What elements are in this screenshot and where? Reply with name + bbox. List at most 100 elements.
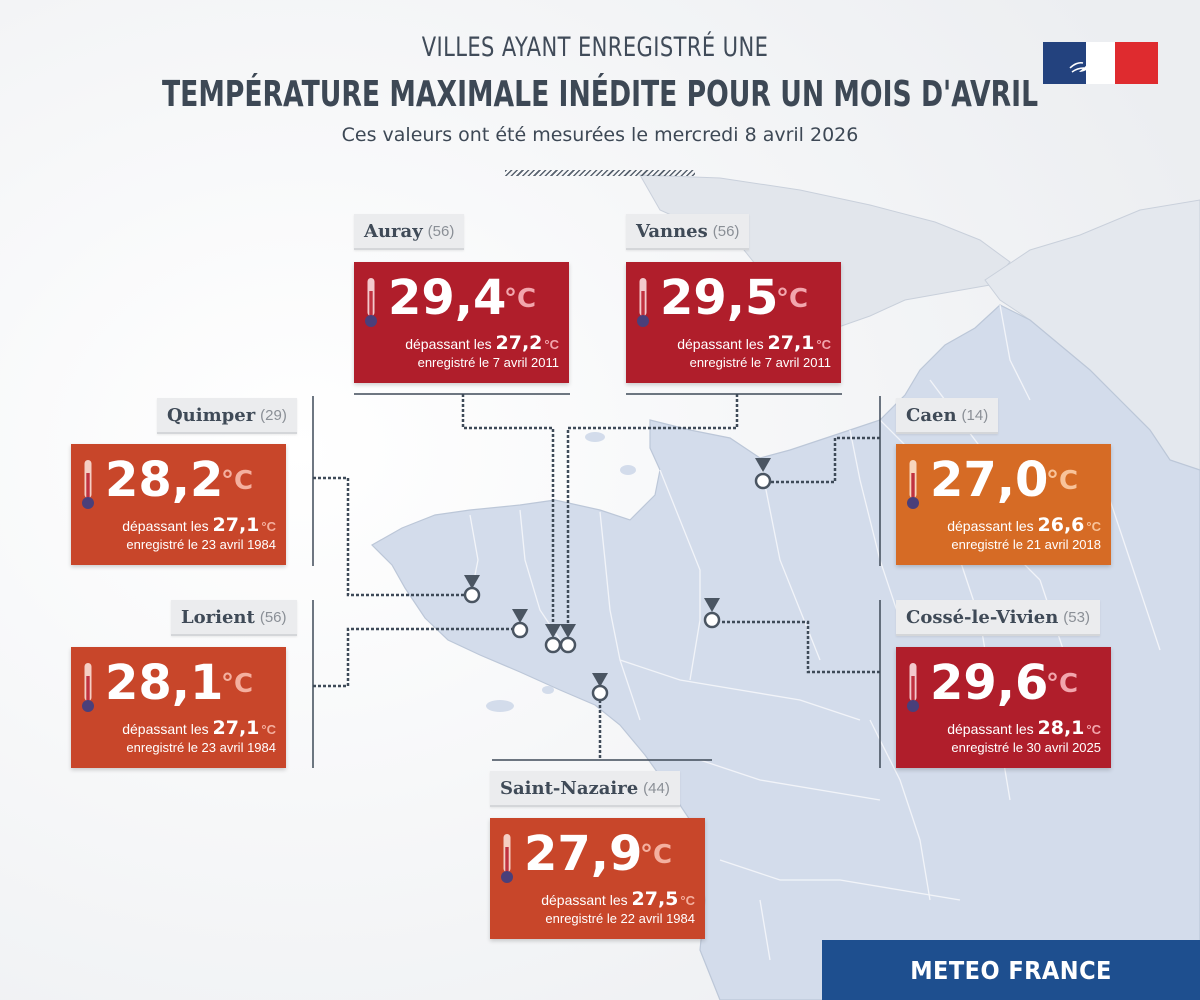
belle-ile	[486, 700, 514, 712]
previous-prefix: dépassant les	[405, 336, 492, 352]
quimper-connector	[313, 476, 464, 597]
city-dept: (56)	[259, 608, 287, 626]
previous-unit: °C	[816, 337, 831, 352]
city-name: Lorient	[181, 606, 255, 628]
thermometer-icon	[907, 663, 919, 712]
record-value: 28,1	[105, 655, 224, 711]
connector-lines	[313, 394, 880, 760]
previous-unit: °C	[544, 337, 559, 352]
previous-date: enregistré le 30 avril 2025	[951, 740, 1101, 755]
previous-value: 26,6	[1037, 514, 1085, 536]
record-card-quimper: 28,2 °C dépassant les 27,1 °C enregistré …	[71, 444, 286, 565]
lorient-connector	[313, 627, 515, 688]
city-dept: (14)	[961, 406, 989, 424]
title-divider	[505, 170, 695, 176]
record-card-cosse-le-vivien: 29,6 °C dépassant les 28,1 °C enregistré …	[896, 647, 1111, 768]
record-card-lorient: 28,1 °C dépassant les 27,1 °C enregistré …	[71, 647, 286, 768]
location-marker-icon-vannes	[559, 624, 577, 654]
city-label-caen: Caen (14)	[896, 398, 999, 434]
thermometer-icon	[501, 834, 513, 883]
city-name: Vannes	[636, 220, 708, 242]
previous-unit: °C	[261, 722, 276, 737]
record-unit: °C	[221, 669, 254, 699]
previous-date: enregistré le 23 avril 1984	[126, 740, 276, 755]
city-name: Cossé-le-Vivien	[906, 606, 1059, 628]
location-marker-icon-auray	[544, 624, 562, 654]
city-name: Auray	[364, 220, 423, 242]
city-label-lorient: Lorient (56)	[171, 600, 297, 636]
previous-date: enregistré le 23 avril 1984	[126, 537, 276, 552]
previous-value: 27,5	[631, 888, 679, 910]
previous-prefix: dépassant les	[947, 518, 1034, 534]
record-value: 29,6	[930, 655, 1049, 711]
record-unit: °C	[640, 840, 673, 870]
previous-prefix: dépassant les	[677, 336, 764, 352]
previous-value: 27,2	[495, 332, 543, 354]
record-value: 29,4	[388, 270, 507, 326]
record-value: 29,5	[660, 270, 779, 326]
location-marker-icon-saint-nazaire	[591, 673, 609, 702]
location-markers	[463, 458, 772, 702]
logo-text: METEO FRANCE	[910, 955, 1112, 985]
previous-prefix: dépassant les	[541, 892, 628, 908]
city-label-saint-nazaire: Saint-Nazaire (44)	[490, 771, 680, 807]
record-card-saint-nazaire: 27,9 °C dépassant les 27,5 °C enregistré …	[490, 818, 705, 939]
previous-value: 27,1	[212, 514, 260, 536]
previous-date: enregistré le 7 avril 2011	[689, 355, 831, 370]
previous-prefix: dépassant les	[122, 518, 209, 534]
record-unit: °C	[221, 466, 254, 496]
city-label-quimper: Quimper (29)	[157, 398, 297, 434]
record-card-vannes: 29,5 °C dépassant les 27,1 °C enregistré …	[626, 262, 841, 383]
previous-value: 28,1	[1037, 717, 1085, 739]
city-name: Quimper	[167, 404, 256, 426]
vannes-connector	[566, 394, 739, 625]
city-dept: (29)	[260, 406, 287, 424]
guernsey-island	[620, 465, 636, 475]
location-marker-icon-caen	[754, 458, 772, 490]
previous-prefix: dépassant les	[122, 721, 209, 737]
thermometer-icon	[82, 663, 94, 712]
previous-unit: °C	[1086, 722, 1101, 737]
auray-connector	[461, 394, 555, 625]
record-unit: °C	[1046, 466, 1079, 496]
previous-unit: °C	[680, 893, 695, 908]
thermometer-icon	[637, 278, 649, 327]
record-value: 27,0	[930, 452, 1049, 508]
record-card-caen: 27,0 °C dépassant les 26,6 °C enregistré …	[896, 444, 1111, 565]
city-label-vannes: Vannes (56)	[626, 214, 750, 250]
previous-value: 27,1	[212, 717, 260, 739]
previous-unit: °C	[261, 519, 276, 534]
title-line-1: VILLES AYANT ENREGISTRÉ UNE	[421, 32, 769, 63]
location-marker-icon-lorient	[511, 609, 529, 639]
record-value: 28,2	[105, 452, 224, 508]
city-label-auray: Auray (56)	[354, 214, 465, 250]
location-marker-icon-cosse	[703, 598, 721, 629]
subtitle: Ces valeurs ont été mesurées le mercredi…	[341, 124, 859, 146]
caen-connector	[770, 436, 880, 484]
city-name: Saint-Nazaire	[500, 777, 639, 799]
title-line-2: TEMPÉRATURE MAXIMALE INÉDITE POUR UN MOI…	[161, 74, 1039, 115]
record-unit: °C	[1046, 669, 1079, 699]
city-dept: (56)	[712, 222, 740, 240]
thermometer-icon	[365, 278, 377, 327]
card-rules	[312, 393, 881, 768]
jersey-island	[585, 432, 605, 442]
marianne-flag-logo	[1043, 42, 1158, 84]
previous-unit: °C	[1086, 519, 1101, 534]
thermometer-icon	[82, 460, 94, 509]
record-unit: °C	[504, 284, 537, 314]
previous-date: enregistré le 22 avril 1984	[545, 911, 695, 926]
city-name: Caen	[906, 404, 957, 426]
record-unit: °C	[776, 284, 809, 314]
record-card-auray: 29,4 °C dépassant les 27,2 °C enregistré …	[354, 262, 569, 383]
location-marker-icon-quimper	[463, 575, 481, 604]
previous-date: enregistré le 7 avril 2011	[417, 355, 559, 370]
previous-prefix: dépassant les	[947, 721, 1034, 737]
previous-date: enregistré le 21 avril 2018	[951, 537, 1101, 552]
city-label-cosse-le-vivien: Cossé-le-Vivien (53)	[896, 600, 1100, 636]
cosse-connector	[720, 620, 880, 674]
thermometer-icon	[907, 460, 919, 509]
record-value: 27,9	[524, 826, 643, 882]
city-dept: (56)	[427, 222, 455, 240]
previous-value: 27,1	[767, 332, 815, 354]
